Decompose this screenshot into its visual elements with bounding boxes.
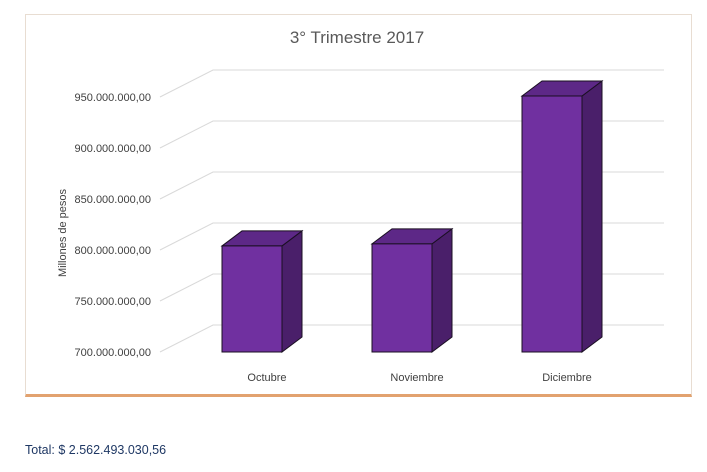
bar-chart: 3° Trimestre 2017 Millones de pesos 700.… (57, 28, 664, 384)
gridline (159, 324, 664, 353)
bar-diciembre (520, 79, 604, 353)
bar-octubre (220, 229, 304, 353)
gridlines (159, 69, 664, 353)
gridline (159, 273, 664, 302)
bar-side-face (581, 79, 603, 353)
bar-side-face (281, 229, 303, 353)
y-tick-label: 750.000.000,00 (75, 296, 151, 308)
x-tick-label: Octubre (247, 372, 286, 384)
x-tick-label: Diciembre (542, 372, 592, 384)
y-tick-label: 700.000.000,00 (75, 347, 151, 359)
bars (220, 79, 604, 353)
bar-noviembre (370, 227, 454, 353)
bar-front-face (521, 95, 583, 353)
y-tick-label: 900.000.000,00 (75, 143, 151, 155)
total-amount: Total: $ 2.562.493.030,56 (25, 443, 167, 457)
y-axis-ticks: 700.000.000,00 750.000.000,00 800.000.000,… (75, 92, 151, 359)
bar-side-face (431, 227, 453, 353)
gridline (159, 222, 664, 251)
gridline (159, 69, 664, 98)
gridline (159, 171, 664, 200)
x-axis-ticks: Octubre Noviembre Diciembre (247, 372, 591, 384)
gridline (159, 120, 664, 149)
y-tick-label: 850.000.000,00 (75, 194, 151, 206)
chart-title: 3° Trimestre 2017 (290, 28, 424, 47)
y-axis-label: Millones de pesos (57, 188, 69, 277)
y-tick-label: 950.000.000,00 (75, 92, 151, 104)
bar-front-face (221, 245, 283, 353)
bar-front-face (371, 243, 433, 353)
y-tick-label: 800.000.000,00 (75, 245, 151, 257)
x-tick-label: Noviembre (390, 372, 443, 384)
